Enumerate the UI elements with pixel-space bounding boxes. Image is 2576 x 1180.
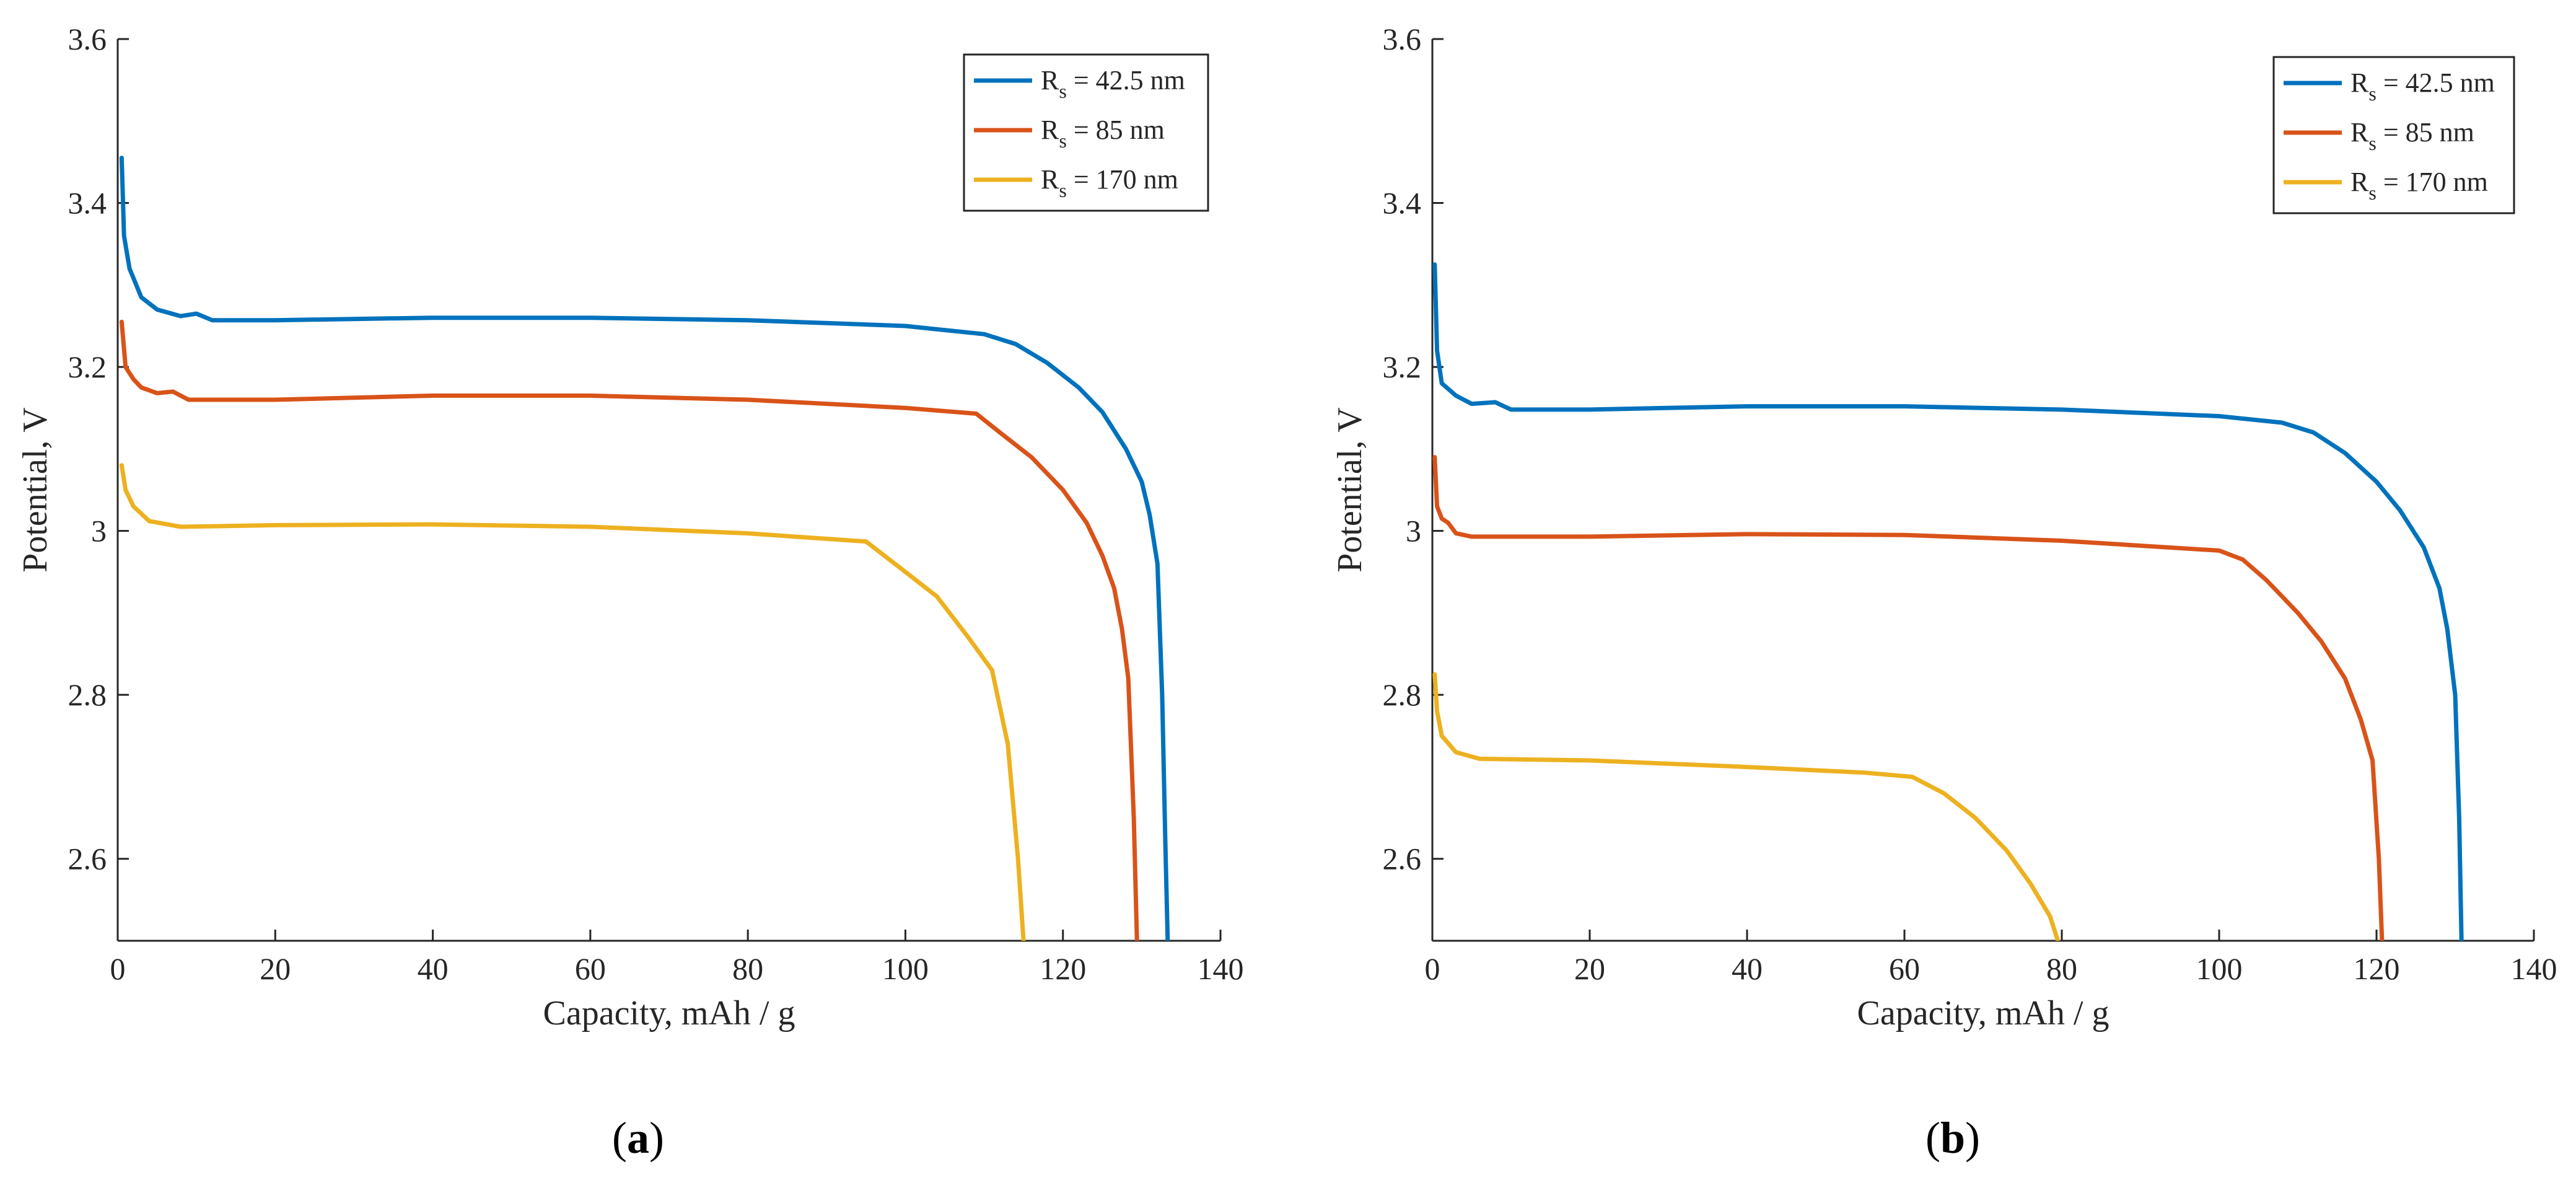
panel-b-series-line-3 — [1432, 672, 2061, 941]
panel-b-x-tick-label: 120 — [2354, 951, 2400, 986]
legend-subscript: s — [2368, 132, 2376, 154]
panel-b-y-tick-label: 3 — [1406, 514, 1421, 548]
panel-b-x-axis-label: Capacity, mAh / g — [1857, 994, 2109, 1032]
panel-a-x-tick-label: 120 — [1040, 951, 1086, 986]
panel-a-y-tick-label: 3 — [91, 514, 107, 548]
panel-b: 0 20 40 60 80 100 120 140 2.6 2.8 3 3.2 3.4 3.6 Capaci… — [1331, 22, 2557, 1163]
panel-b-y-tick-label: 2.8 — [1383, 677, 1422, 712]
panel-a-x-tick-label: 60 — [575, 951, 606, 986]
legend-main-text: R — [2350, 167, 2369, 197]
panel-a-series-line-2 — [119, 319, 1139, 941]
panel-a-y-tick-label: 3.4 — [68, 186, 107, 221]
panel-label-open: ( — [1925, 1113, 1940, 1163]
panel-b-legend-entry-2: Rs = 85 nm — [2350, 117, 2474, 154]
panel-b-x-tick-label: 40 — [1732, 951, 1763, 986]
panel-a-label: (a) — [612, 1113, 664, 1163]
legend-rest-text: = 170 nm — [1067, 164, 1178, 195]
legend-subscript: s — [2368, 182, 2376, 204]
legend-rest-text: = 85 nm — [2377, 117, 2474, 148]
panel-a-x-tick-label: 20 — [260, 951, 291, 986]
panel-b-y-tick-label: 3.6 — [1383, 22, 1422, 56]
panel-a-legend-entry-1: Rs = 42.5 nm — [1041, 65, 1185, 102]
panel-a-y-tick-label: 3.6 — [68, 22, 107, 56]
panel-b-x-tick-label: 140 — [2511, 951, 2557, 986]
legend-subscript: s — [2368, 82, 2376, 105]
panel-a-x-tick-label: 40 — [418, 951, 449, 986]
panel-b-y-axis-label: Potential, V — [1331, 407, 1369, 573]
panel-b-y-tick-label: 2.6 — [1383, 842, 1422, 876]
panel-a-x-tick-label: 80 — [732, 951, 763, 986]
legend-rest-text: = 42.5 nm — [2377, 68, 2495, 98]
panel-b-x-tick-label: 60 — [1889, 951, 1920, 986]
panel-label-letter: a — [627, 1113, 649, 1163]
panel-a-series-line-3 — [119, 463, 1026, 941]
panel-a: 0 20 40 60 80 100 120 140 2.6 2.8 3 3.2 3.4 3.6 Capaci… — [16, 22, 1244, 1163]
legend-rest-text: = 170 nm — [2377, 167, 2488, 197]
panel-a-y-axis-label: Potential, V — [16, 407, 55, 573]
panel-b-y-tick-label: 3.4 — [1383, 186, 1422, 221]
panel-a-x-tick-label: 100 — [882, 951, 929, 986]
legend-rest-text: = 42.5 nm — [1067, 65, 1185, 95]
panel-label-letter: b — [1940, 1113, 1965, 1163]
panel-b-label: (b) — [1925, 1113, 1980, 1163]
panel-a-x-tick-label: 0 — [110, 951, 126, 986]
legend-subscript: s — [1059, 179, 1066, 201]
legend-main-text: R — [1041, 65, 1059, 95]
legend-subscript: s — [1059, 80, 1066, 102]
panel-a-legend-entry-2: Rs = 85 nm — [1041, 115, 1165, 152]
panel-a-series-line-1 — [119, 156, 1170, 941]
panel-a-y-tick-label: 3.2 — [68, 350, 107, 384]
legend-main-text: R — [2350, 68, 2369, 98]
panel-a-x-tick-label: 140 — [1198, 951, 1244, 986]
panel-label-close: ) — [1965, 1113, 1980, 1163]
panel-b-series-line-1 — [1432, 262, 2464, 941]
panel-label-close: ) — [649, 1113, 664, 1163]
legend-main-text: R — [1041, 115, 1059, 145]
panel-label-open: ( — [612, 1113, 627, 1163]
panel-b-legend-entry-1: Rs = 42.5 nm — [2350, 68, 2495, 105]
panel-a-legend-entry-3: Rs = 170 nm — [1041, 164, 1178, 201]
panel-b-series-line-2 — [1432, 455, 2385, 941]
panel-b-x-tick-label: 100 — [2196, 951, 2243, 986]
legend-main-text: R — [1041, 164, 1059, 195]
panel-a-x-axis-label: Capacity, mAh / g — [543, 994, 795, 1032]
panel-a-y-tick-label: 2.8 — [68, 677, 107, 712]
legend-main-text: R — [2350, 117, 2369, 148]
panel-a-y-tick-label: 2.6 — [68, 842, 107, 876]
panel-b-x-tick-label: 0 — [1425, 951, 1440, 986]
legend-rest-text: = 85 nm — [1067, 115, 1165, 145]
legend-subscript: s — [1059, 130, 1066, 152]
panel-b-x-tick-label: 20 — [1574, 951, 1605, 986]
panel-b-legend-entry-3: Rs = 170 nm — [2350, 167, 2488, 204]
panel-b-x-tick-label: 80 — [2046, 951, 2077, 986]
panel-b-y-tick-label: 3.2 — [1383, 350, 1422, 384]
